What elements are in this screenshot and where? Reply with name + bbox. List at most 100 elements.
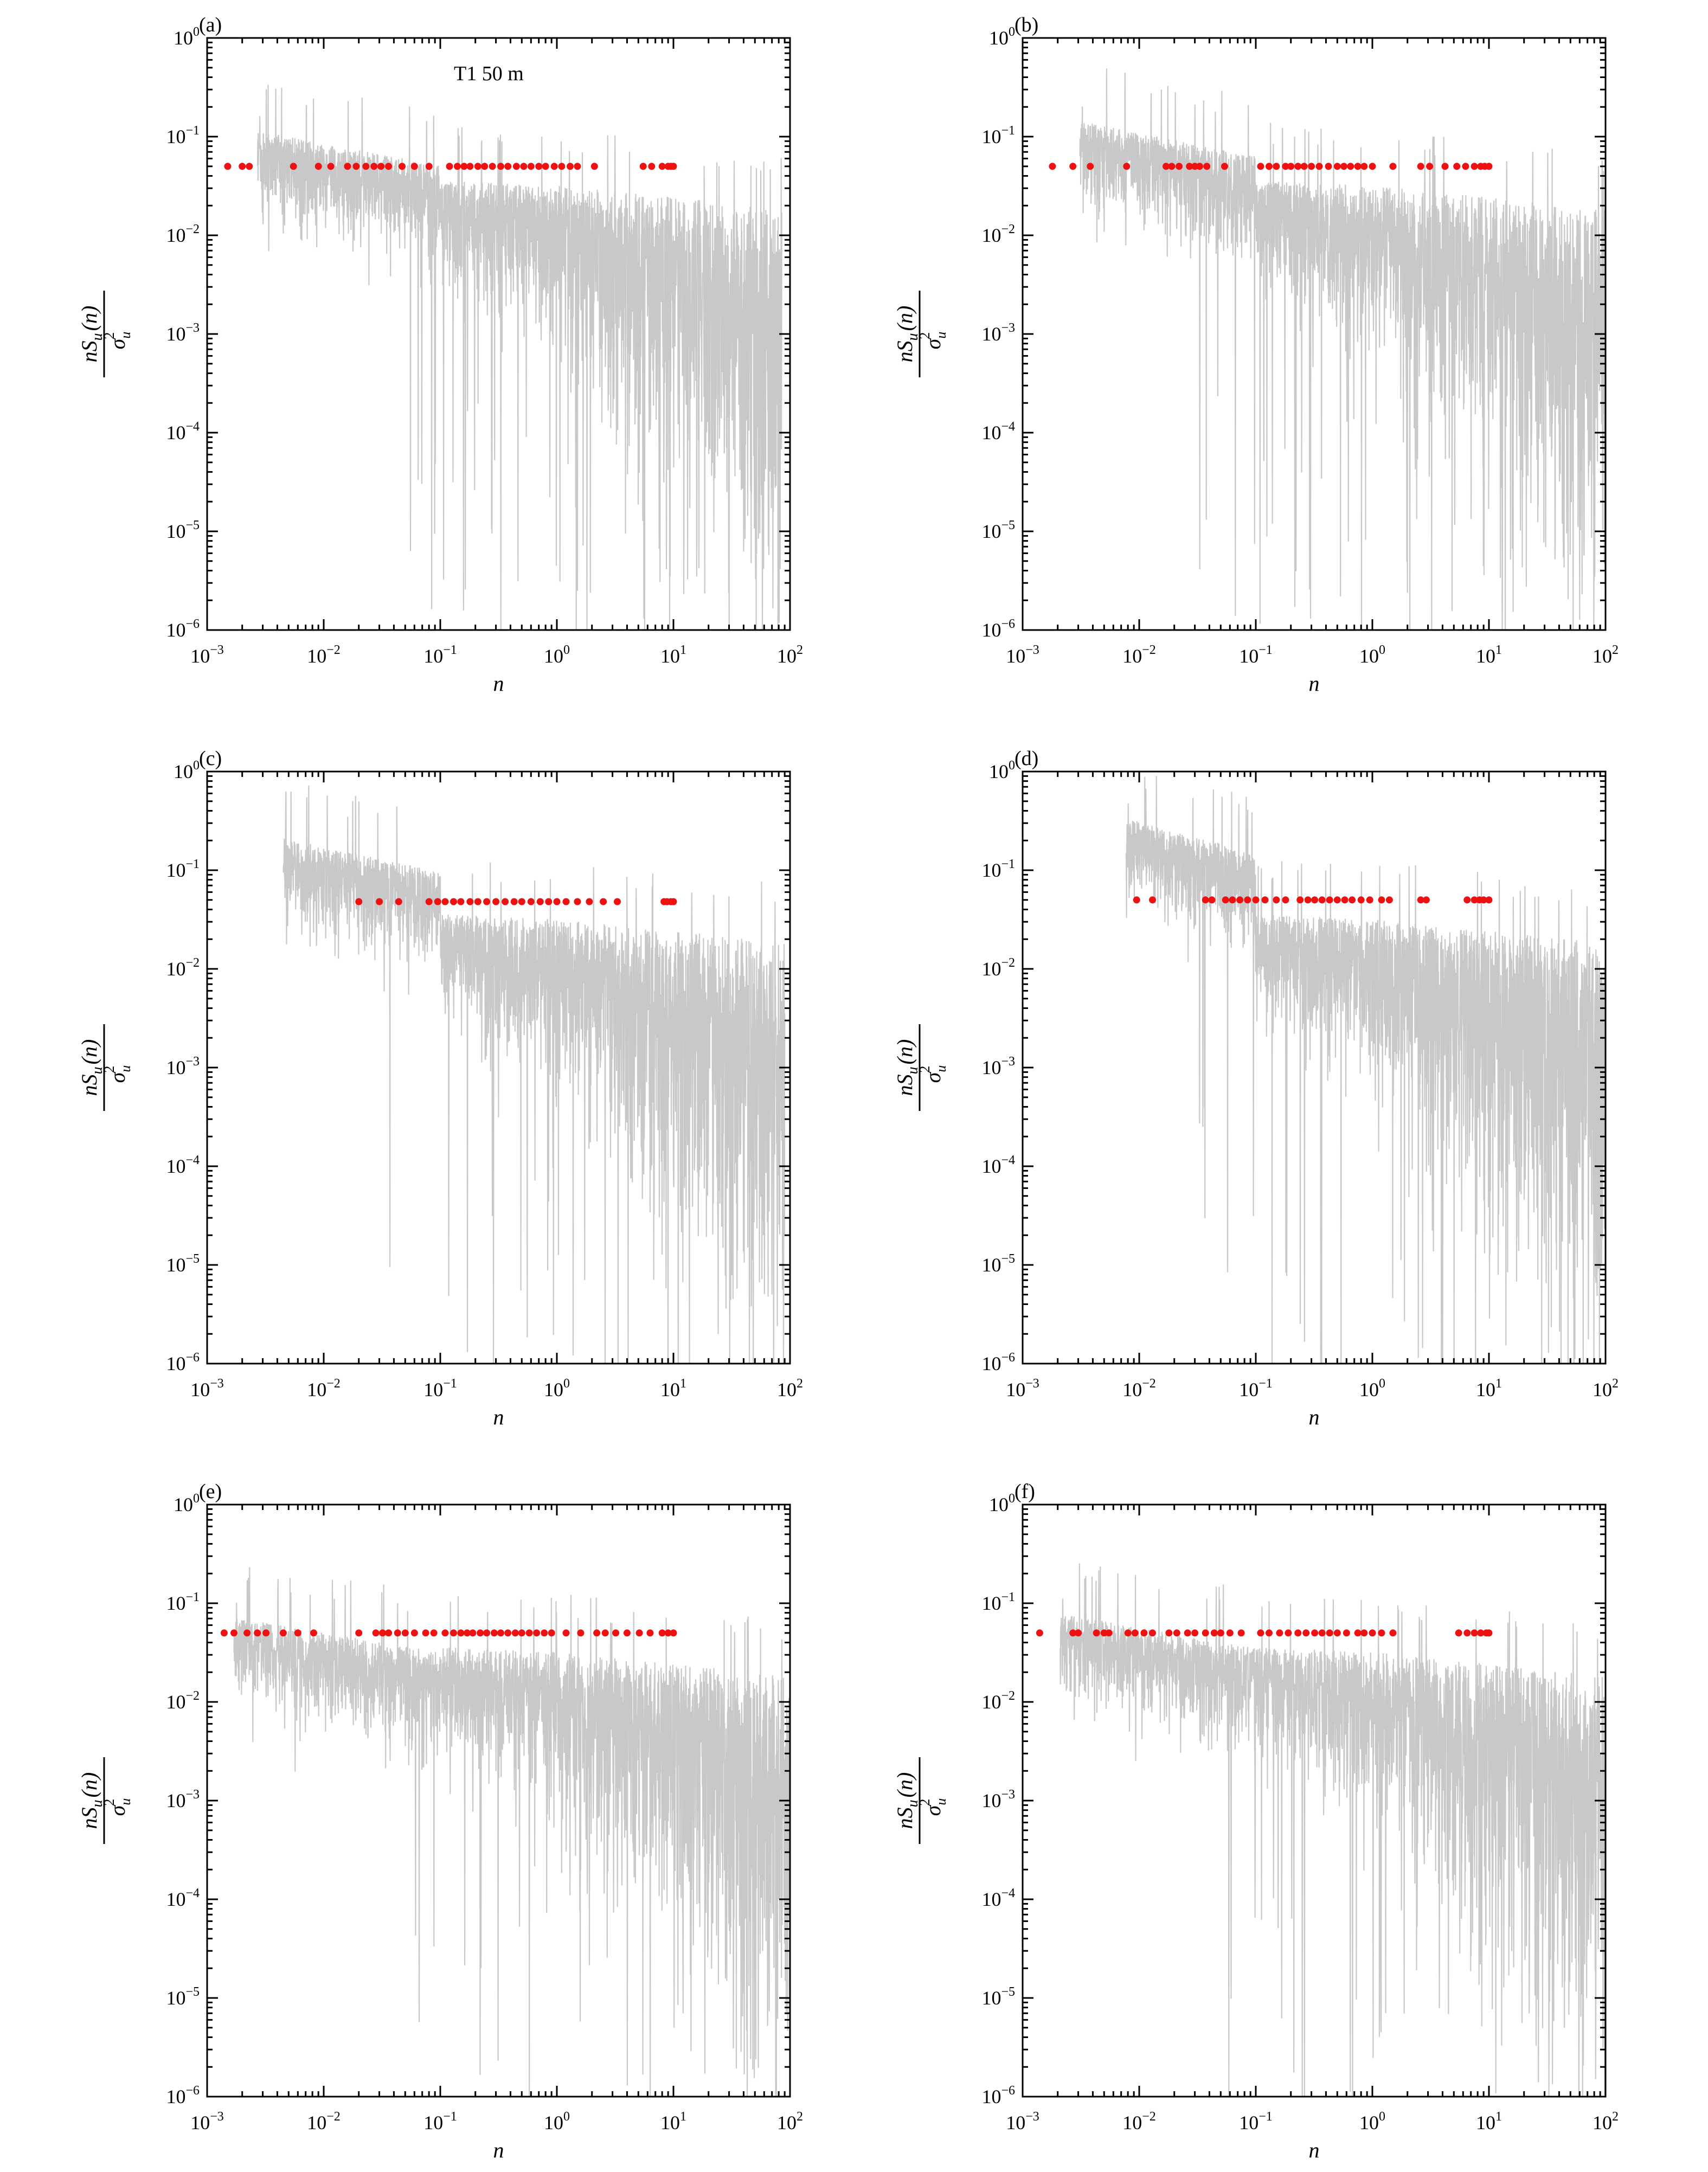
data-point: [1184, 1629, 1191, 1637]
data-point: [497, 163, 504, 170]
data-point: [1422, 896, 1430, 904]
data-point: [1318, 1629, 1326, 1637]
data-point: [1087, 163, 1094, 170]
x-tick-label: 100: [544, 1377, 570, 1400]
data-point: [1333, 163, 1341, 170]
panel-a: 10−3 10−2 10−1 100 101 102 100 10−1 10−2 10−3 10−4…: [77, 14, 803, 696]
data-point: [385, 163, 393, 170]
data-point: [290, 163, 297, 170]
data-point: [1385, 896, 1393, 904]
data-point: [541, 1629, 548, 1637]
y-tick-label: 10−5: [981, 1985, 1015, 2009]
data-point: [1333, 1629, 1341, 1637]
data-point: [1217, 1629, 1224, 1637]
data-point: [385, 1629, 393, 1637]
panel-label: (e): [199, 1480, 222, 1503]
x-tick-label: 10−2: [1122, 643, 1156, 667]
data-point: [441, 898, 449, 905]
panel-f: 10−3 10−2 10−1 100 101 102 100 10−1 10−2 10−3 10−4…: [892, 1480, 1619, 2162]
data-point: [489, 163, 496, 170]
data-point: [553, 898, 561, 905]
data-point: [1300, 163, 1308, 170]
data-point: [422, 1629, 429, 1637]
data-point: [1302, 1629, 1310, 1637]
x-tick-label: 102: [777, 1377, 803, 1400]
data-point: [1036, 1629, 1043, 1637]
data-point: [1349, 896, 1356, 904]
y-tick-label: 10−5: [981, 518, 1015, 542]
data-point: [1163, 163, 1170, 170]
data-point: [512, 163, 520, 170]
y-axis-label: nSu(n)σu2: [77, 291, 133, 377]
x-tick-label: 100: [1359, 643, 1385, 667]
data-point: [1285, 1629, 1292, 1637]
data-point: [658, 163, 666, 170]
data-point: [1196, 163, 1203, 170]
data-point: [1304, 896, 1312, 904]
data-point: [1485, 163, 1493, 170]
data-point: [474, 163, 481, 170]
x-tick-label: 10−3: [190, 2110, 224, 2134]
data-point: [1366, 896, 1373, 904]
data-point: [377, 163, 385, 170]
data-point: [1294, 163, 1302, 170]
data-point: [504, 163, 512, 170]
y-axis-label: nSu(n)σu2: [892, 1757, 949, 1844]
data-point: [1149, 1629, 1156, 1637]
data-point: [466, 163, 474, 170]
x-tick-label: 10−3: [1006, 643, 1039, 667]
y-tick-label: 10−1: [981, 124, 1015, 147]
svg-text:nSu(n): nSu(n): [892, 1772, 921, 1829]
x-tick-label: 10−3: [1006, 1377, 1039, 1400]
data-point: [1389, 163, 1397, 170]
x-tick-label: 10−3: [190, 1377, 224, 1400]
data-point: [536, 898, 544, 905]
x-tick-label: 10−1: [1239, 643, 1273, 667]
panel-label: (b): [1014, 14, 1038, 36]
x-axis-label: n: [493, 1405, 504, 1429]
data-point: [1229, 896, 1236, 904]
data-point: [601, 1629, 609, 1637]
y-tick-label: 10−1: [981, 1590, 1015, 1614]
data-point: [1049, 163, 1056, 170]
data-point: [502, 898, 509, 905]
x-tick-label: 10−1: [1239, 2110, 1273, 2134]
axes-frame: [206, 37, 791, 631]
data-point: [600, 898, 607, 905]
data-point: [243, 1629, 251, 1637]
data-point: [394, 1629, 401, 1637]
data-point: [410, 163, 418, 170]
data-point: [520, 163, 528, 170]
data-point: [430, 1629, 438, 1637]
data-point: [483, 898, 491, 905]
y-tick-label: 10−1: [166, 857, 200, 881]
svg-text:nSu(n): nSu(n): [892, 306, 921, 363]
data-point: [410, 1629, 418, 1637]
data-point: [497, 1629, 504, 1637]
data-point: [457, 1629, 465, 1637]
data-point: [614, 898, 621, 905]
x-tick-label: 10−2: [307, 643, 341, 667]
panel-d: 10−3 10−2 10−1 100 101 102 100 10−1 10−2 10−3 10−4…: [892, 747, 1619, 1429]
data-point: [527, 163, 535, 170]
data-point: [535, 163, 543, 170]
data-point: [1252, 896, 1260, 904]
spectrum-line: [282, 785, 786, 1364]
data-point: [562, 898, 570, 905]
data-point: [1069, 163, 1077, 170]
x-tick-label: 101: [660, 1377, 686, 1400]
data-point: [639, 163, 647, 170]
data-point: [550, 163, 558, 170]
data-point: [1325, 163, 1332, 170]
x-tick-label: 100: [544, 643, 570, 667]
y-tick-label: 100: [989, 759, 1015, 782]
panel-b: 10−3 10−2 10−1 100 101 102 100 10−1 10−2 10−3 10−4…: [892, 14, 1619, 696]
data-point: [370, 163, 378, 170]
x-axis-label: n: [493, 671, 504, 696]
data-point: [1222, 896, 1229, 904]
data-point: [460, 163, 468, 170]
data-point: [355, 898, 363, 905]
data-point: [1311, 896, 1319, 904]
data-point: [1273, 896, 1280, 904]
data-point: [545, 898, 553, 905]
